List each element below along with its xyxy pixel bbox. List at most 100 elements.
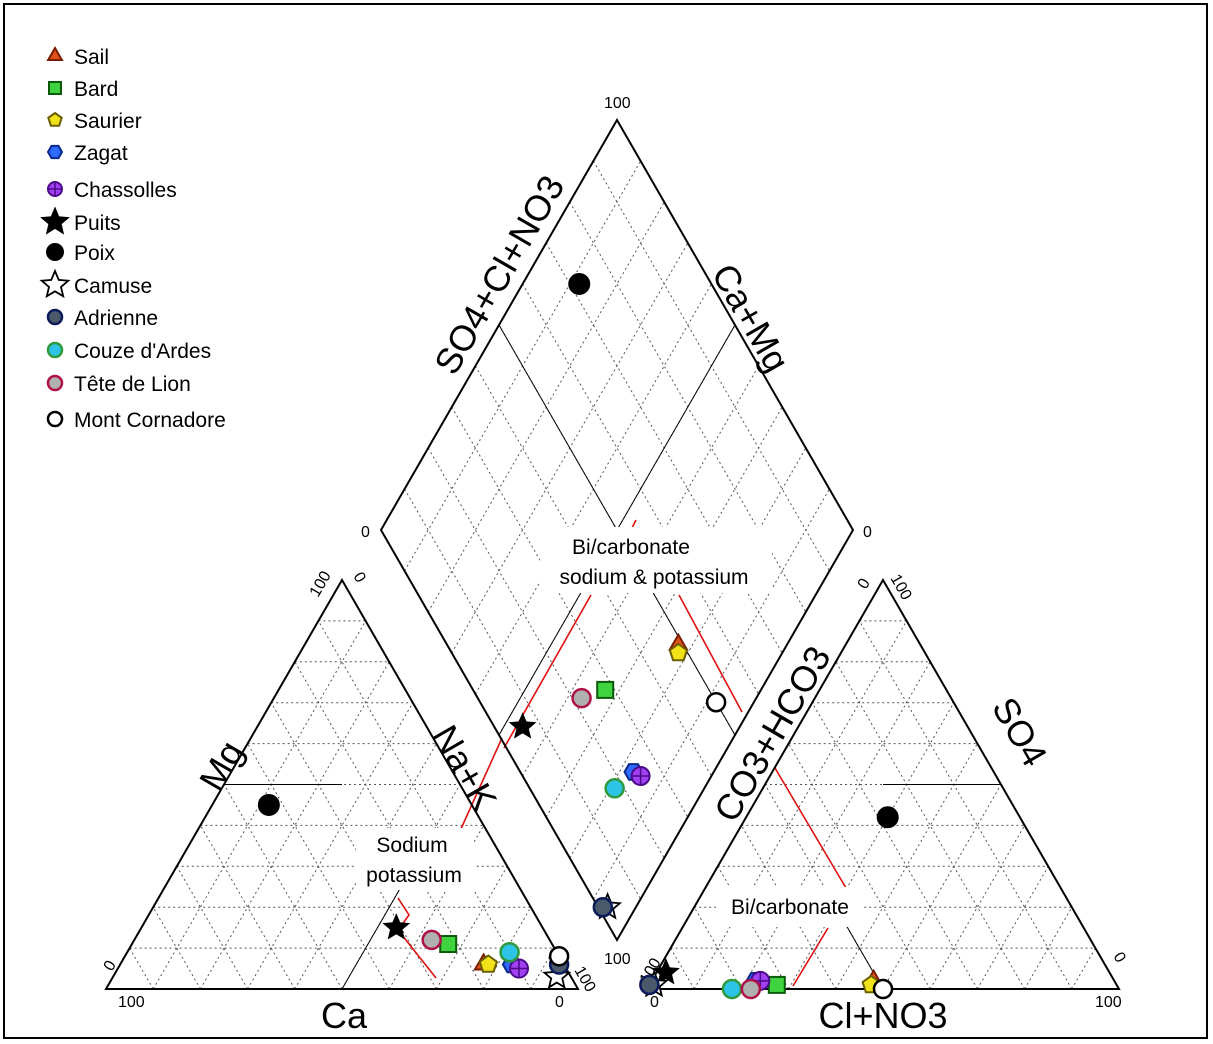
axis-label-cl-no3: Cl+NO3	[818, 995, 947, 1036]
anion-grid-line	[718, 866, 789, 989]
anion-tick-bottom-left: 0	[650, 994, 659, 1011]
legend-marker-saurier	[48, 113, 61, 126]
cation-region-line2: potassium	[366, 864, 462, 887]
legend-label-couze-d-ardes: Couze d'Ardes	[74, 340, 211, 363]
data-point-couze-d-ardes-cation	[501, 943, 519, 961]
diamond-tick-top: 100	[604, 95, 631, 112]
legend-item-saurier: Saurier	[48, 110, 141, 133]
legend-marker-puits	[43, 209, 68, 233]
cation-grid-line	[177, 866, 248, 989]
data-point-puits-cation	[385, 916, 408, 938]
legend-label-sail: Sail	[74, 46, 109, 69]
axis-label-so4-cl-no3: SO4+Cl+NO3	[426, 168, 573, 381]
anion-tick-bottom-right: 100	[1095, 994, 1122, 1011]
legend-label-chassolles: Chassolles	[74, 179, 177, 202]
legend-label-puits: Puits	[74, 212, 121, 235]
axis-label-ca-mg: Ca+Mg	[704, 257, 798, 379]
diamond-tick-bottom: 100	[604, 951, 631, 968]
data-point-mont-cornadore-cation	[550, 947, 568, 965]
legend-marker-adrienne	[48, 310, 62, 324]
legend-item-adrienne: Adrienne	[48, 307, 158, 330]
legend-marker-bard	[49, 82, 61, 94]
data-point-puits-diamond	[511, 715, 534, 737]
legend-label-t-te-de-lion: Tête de Lion	[74, 373, 191, 396]
legend-item-camuse: Camuse	[42, 271, 153, 298]
series-adrienne	[550, 898, 658, 994]
legend-marker-zagat	[48, 146, 62, 158]
data-point-bard-anion	[769, 977, 785, 993]
facies-boundary-line	[793, 928, 828, 986]
legend-marker-sail	[48, 48, 62, 60]
diamond-tick-right: 0	[863, 524, 872, 541]
legend-item-mont-cornadore: Mont Cornadore	[48, 409, 226, 432]
anion-grid-line	[883, 785, 1001, 990]
data-point-bard-cation	[440, 936, 456, 952]
series-mont-cornadore	[550, 693, 892, 998]
series-saurier	[480, 644, 880, 992]
anion-grid-line	[789, 703, 954, 989]
data-point-t-te-de-lion-anion	[742, 980, 760, 998]
cation-facies-line	[342, 887, 401, 989]
cation-tick-top-zero: 0	[350, 570, 369, 586]
diamond-region-line1: Bi/carbonate	[572, 536, 690, 559]
data-point-couze-d-ardes-anion	[723, 980, 741, 998]
legend-label-zagat: Zagat	[74, 142, 128, 165]
cation-tick-bottom-left: 100	[118, 994, 145, 1011]
legend-marker-couze-d-ardes	[48, 343, 62, 357]
legend-item-bard: Bard	[49, 78, 118, 101]
data-point-poix-diamond	[569, 274, 589, 294]
anion-grid-line	[812, 703, 977, 989]
axis-label-ca: Ca	[321, 995, 368, 1036]
anion-grid-line	[859, 621, 1071, 989]
anion-region-label: Bi/carbonate	[731, 896, 849, 919]
cation-region-line1: Sodium	[376, 834, 447, 857]
legend-item-sail: Sail	[48, 46, 109, 69]
legend-marker-poix	[47, 244, 63, 260]
legend-item-t-te-de-lion: Tête de Lion	[48, 373, 191, 396]
anion-tick-top-zero: 0	[855, 576, 874, 592]
axis-label-na-k: Na+K	[424, 718, 505, 817]
cation-grid-line	[130, 948, 154, 989]
legend-item-zagat: Zagat	[48, 142, 128, 165]
anion-grid-line	[977, 866, 1048, 989]
axis-label-co3-hco3: CO3+HCO3	[706, 639, 839, 828]
legend-marker-camuse	[42, 271, 69, 296]
cation-tick-top: 100	[307, 568, 335, 600]
facies-boundary-line	[632, 520, 636, 528]
legend-item-poix: Poix	[47, 242, 115, 265]
anion-tick-right-zero: 0	[1110, 950, 1129, 966]
series-bard	[440, 682, 785, 993]
data-point-couze-d-ardes-diamond	[606, 779, 624, 797]
legend-label-mont-cornadore: Mont Cornadore	[74, 409, 226, 432]
diamond-region-line2: sodium & potassium	[559, 566, 748, 589]
facies-boundary-line	[775, 768, 846, 888]
data-point-poix-anion	[878, 807, 898, 827]
data-point-t-te-de-lion-cation	[423, 931, 441, 949]
axis-label-mg: Mg	[191, 734, 252, 798]
data-point-t-te-de-lion-diamond	[573, 689, 591, 707]
data-point-mont-cornadore-diamond	[707, 693, 725, 711]
legend: Sail Bard Saurier Zagat Chassolles Puits Poix C…	[42, 46, 226, 432]
anion-grid-line	[1072, 948, 1096, 989]
data-point-bard-diamond	[597, 682, 613, 698]
cation-tick-right-hundred: 100	[571, 964, 599, 996]
cation-grid-line	[224, 785, 342, 990]
legend-marker-t-te-de-lion	[48, 376, 62, 390]
legend-label-adrienne: Adrienne	[74, 307, 158, 330]
data-point-mont-cornadore-anion	[874, 980, 892, 998]
anion-tick-top: 100	[887, 572, 915, 604]
axis-label-so4: SO4	[984, 690, 1056, 773]
legend-label-camuse: Camuse	[74, 275, 152, 298]
legend-marker-mont-cornadore	[48, 412, 62, 426]
legend-label-bard: Bard	[74, 78, 118, 101]
data-point-adrienne-anion	[640, 976, 658, 994]
legend-label-saurier: Saurier	[74, 110, 142, 133]
data-point-poix-cation	[259, 795, 279, 815]
legend-item-couze-d-ardes: Couze d'Ardes	[48, 340, 211, 363]
cation-tick-bottom-right: 0	[555, 994, 564, 1011]
diamond-tick-left: 0	[361, 524, 370, 541]
legend-label-poix: Poix	[74, 242, 115, 265]
legend-item-chassolles: Chassolles	[48, 179, 177, 202]
legend-item-puits: Puits	[43, 209, 121, 235]
